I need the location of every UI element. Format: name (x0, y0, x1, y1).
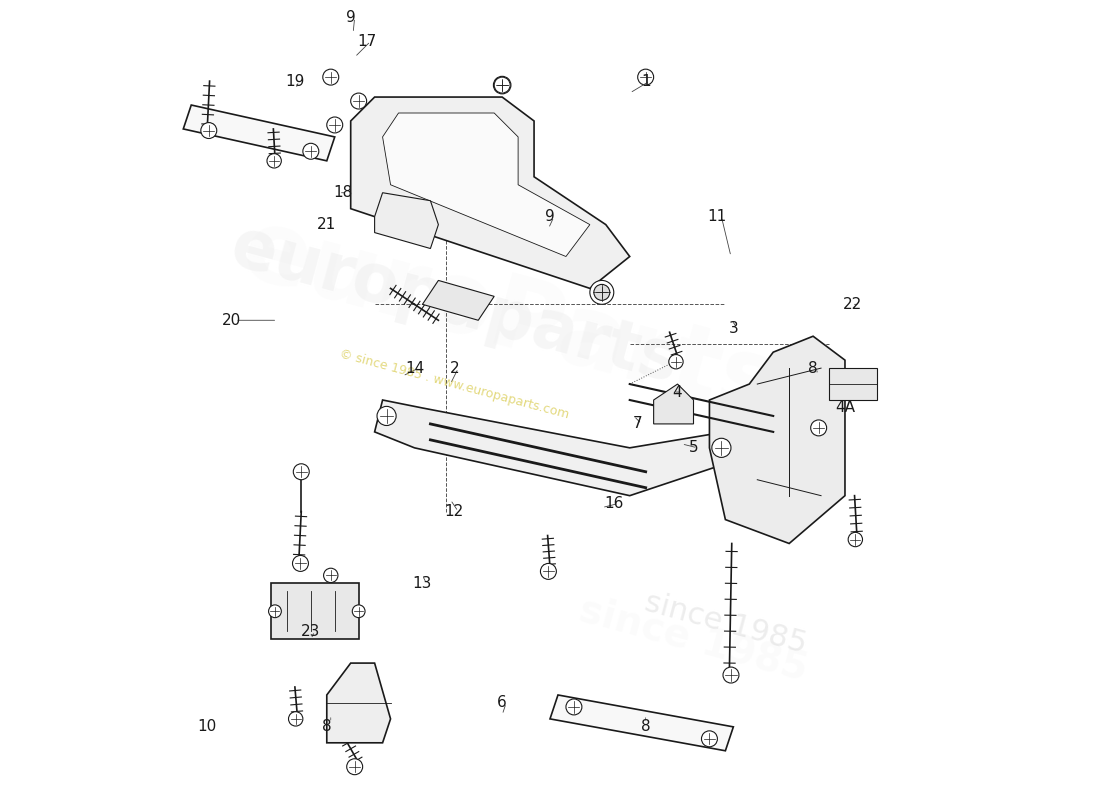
Text: since 1985: since 1985 (575, 590, 812, 688)
Circle shape (346, 758, 363, 774)
Polygon shape (422, 281, 494, 320)
Text: 12: 12 (444, 504, 464, 519)
Text: 19: 19 (285, 74, 305, 89)
Circle shape (377, 406, 396, 426)
Text: 17: 17 (358, 34, 376, 49)
Circle shape (540, 563, 557, 579)
Circle shape (293, 555, 308, 571)
Text: 22: 22 (844, 297, 862, 312)
Text: 8: 8 (322, 719, 331, 734)
Polygon shape (375, 400, 725, 496)
Text: 13: 13 (412, 576, 432, 591)
Text: 6: 6 (497, 695, 507, 710)
Text: euroParts: euroParts (231, 202, 789, 438)
Circle shape (201, 122, 217, 138)
Polygon shape (271, 583, 359, 639)
Circle shape (638, 69, 653, 85)
Circle shape (302, 143, 319, 159)
Circle shape (712, 438, 732, 458)
Circle shape (323, 568, 338, 582)
Text: 2: 2 (450, 361, 459, 376)
Text: 21: 21 (317, 217, 337, 232)
Text: 1: 1 (641, 74, 650, 89)
Polygon shape (550, 695, 734, 750)
Text: © since 1985 . www.europaparts.com: © since 1985 . www.europaparts.com (338, 347, 571, 421)
Text: 5: 5 (689, 440, 698, 455)
Circle shape (565, 699, 582, 715)
Text: since 1985: since 1985 (641, 588, 810, 658)
Circle shape (594, 285, 609, 300)
Circle shape (590, 281, 614, 304)
Polygon shape (375, 193, 439, 249)
Text: 4A: 4A (835, 401, 855, 415)
Text: 11: 11 (707, 209, 727, 224)
Text: 8: 8 (808, 361, 818, 376)
Text: 14: 14 (405, 361, 425, 376)
Polygon shape (351, 97, 629, 288)
Text: 20: 20 (221, 313, 241, 328)
Circle shape (494, 76, 510, 94)
Polygon shape (653, 384, 693, 424)
Circle shape (327, 117, 343, 133)
Circle shape (267, 154, 282, 168)
Circle shape (494, 77, 510, 93)
Text: europaparts: europaparts (223, 213, 685, 396)
Text: 23: 23 (301, 624, 320, 638)
Circle shape (351, 93, 366, 109)
Text: 8: 8 (641, 719, 650, 734)
Circle shape (702, 731, 717, 746)
Circle shape (669, 354, 683, 369)
Circle shape (848, 532, 862, 546)
Text: 9: 9 (546, 209, 554, 224)
Text: 3: 3 (728, 321, 738, 336)
Text: 4: 4 (673, 385, 682, 399)
Text: 18: 18 (333, 186, 352, 200)
Text: 16: 16 (604, 496, 624, 511)
Circle shape (288, 712, 302, 726)
Polygon shape (383, 113, 590, 257)
Circle shape (352, 605, 365, 618)
Circle shape (294, 464, 309, 480)
Circle shape (268, 605, 282, 618)
Polygon shape (829, 368, 877, 400)
Text: 7: 7 (632, 417, 642, 431)
Circle shape (723, 667, 739, 683)
Polygon shape (710, 336, 845, 543)
Text: 10: 10 (198, 719, 217, 734)
Polygon shape (327, 663, 390, 743)
Circle shape (811, 420, 826, 436)
Text: 9: 9 (345, 10, 355, 25)
Polygon shape (184, 105, 334, 161)
Circle shape (322, 69, 339, 85)
